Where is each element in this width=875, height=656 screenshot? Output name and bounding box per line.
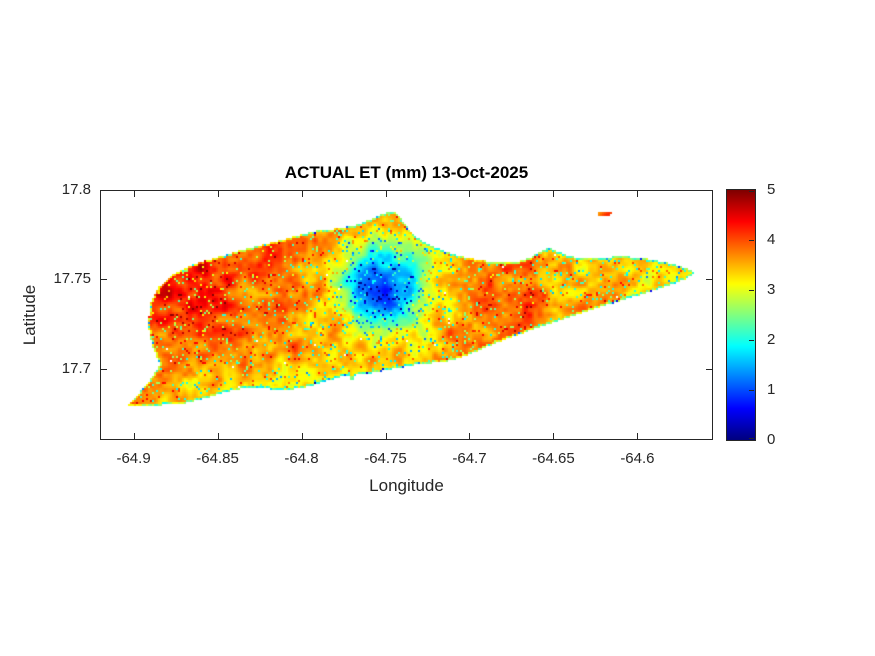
colorbar-tick-mark <box>749 438 754 439</box>
colorbar-tick-label: 4 <box>767 231 776 248</box>
x-tick-mark <box>133 433 135 439</box>
colorbar-tick-mark <box>749 191 754 192</box>
y-tick-mark <box>706 190 712 191</box>
colorbar-tick-mark <box>749 290 754 291</box>
x-tick-mark <box>385 191 387 197</box>
x-tick-mark <box>133 191 135 197</box>
y-tick-mark <box>101 368 107 370</box>
colorbar-tick-label: 2 <box>767 331 776 348</box>
x-tick-label: -64.75 <box>364 450 407 467</box>
colorbar-tick-label: 5 <box>767 181 776 198</box>
y-tick-label: 17.7 <box>61 359 91 377</box>
x-tick-mark <box>637 433 639 439</box>
y-tick-mark <box>101 279 107 281</box>
x-tick-mark <box>301 191 303 197</box>
x-tick-mark <box>637 191 639 197</box>
x-tick-label: -64.7 <box>452 450 487 467</box>
x-tick-mark <box>553 191 555 197</box>
colorbar-tick-mark <box>749 340 754 341</box>
y-tick-label: 17.8 <box>61 181 91 198</box>
colorbar-tick-label: 3 <box>767 281 776 298</box>
colorbar-tick-label: 0 <box>767 431 776 448</box>
chart-title: ACTUAL ET (mm) 13-Oct-2025 <box>284 163 529 182</box>
x-tick-mark <box>217 191 219 197</box>
x-tick-label: -64.65 <box>532 450 575 467</box>
x-axis-label: Longitude <box>369 476 444 495</box>
x-tick-label: -64.6 <box>620 450 655 467</box>
x-tick-mark <box>301 433 303 439</box>
et-heatmap <box>100 190 713 440</box>
x-tick-label: -64.9 <box>116 450 151 467</box>
x-tick-mark <box>469 433 471 439</box>
y-tick-mark <box>706 279 712 281</box>
y-tick-mark <box>101 190 107 191</box>
colorbar-tick-mark <box>749 240 754 241</box>
x-tick-label: -64.8 <box>284 450 319 467</box>
x-tick-mark <box>385 433 387 439</box>
x-tick-mark <box>469 191 471 197</box>
y-axis-label: Latitude <box>20 284 39 346</box>
y-tick-label: 17.75 <box>53 270 91 288</box>
colorbar-tick-label: 1 <box>767 381 776 398</box>
x-tick-label: -64.85 <box>196 450 239 467</box>
x-tick-mark <box>553 433 555 439</box>
x-tick-mark <box>217 433 219 439</box>
colorbar-tick-mark <box>749 390 754 391</box>
colorbar-gradient <box>727 190 755 440</box>
y-tick-mark <box>706 368 712 370</box>
